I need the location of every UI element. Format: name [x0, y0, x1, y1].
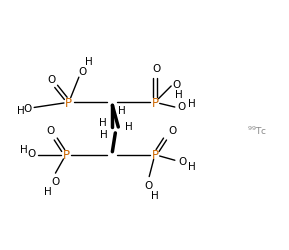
Text: H: H — [188, 99, 195, 109]
Text: O: O — [46, 126, 54, 136]
Text: H: H — [175, 90, 182, 100]
Text: O: O — [168, 126, 177, 136]
Text: P: P — [62, 148, 69, 162]
Text: H: H — [125, 122, 133, 132]
Text: H: H — [85, 56, 92, 66]
Text: O: O — [23, 104, 31, 114]
Text: $^{99}$Tc: $^{99}$Tc — [247, 124, 267, 136]
Text: O: O — [27, 148, 35, 158]
Text: H: H — [99, 118, 106, 128]
Text: P: P — [151, 96, 158, 109]
Text: O: O — [51, 177, 59, 186]
Text: H: H — [118, 106, 126, 116]
Text: O: O — [153, 64, 161, 73]
Text: H: H — [188, 161, 195, 171]
Text: H: H — [16, 106, 24, 116]
Text: O: O — [173, 80, 181, 90]
Text: H: H — [151, 190, 159, 200]
Text: O: O — [145, 180, 153, 190]
Text: P: P — [65, 96, 72, 109]
Text: O: O — [79, 66, 87, 76]
Text: P: P — [151, 148, 158, 162]
Text: O: O — [47, 74, 55, 84]
Text: H: H — [44, 186, 52, 196]
Text: H: H — [100, 130, 107, 139]
Text: O: O — [178, 156, 187, 166]
Text: O: O — [177, 102, 186, 112]
Text: H: H — [21, 144, 28, 154]
